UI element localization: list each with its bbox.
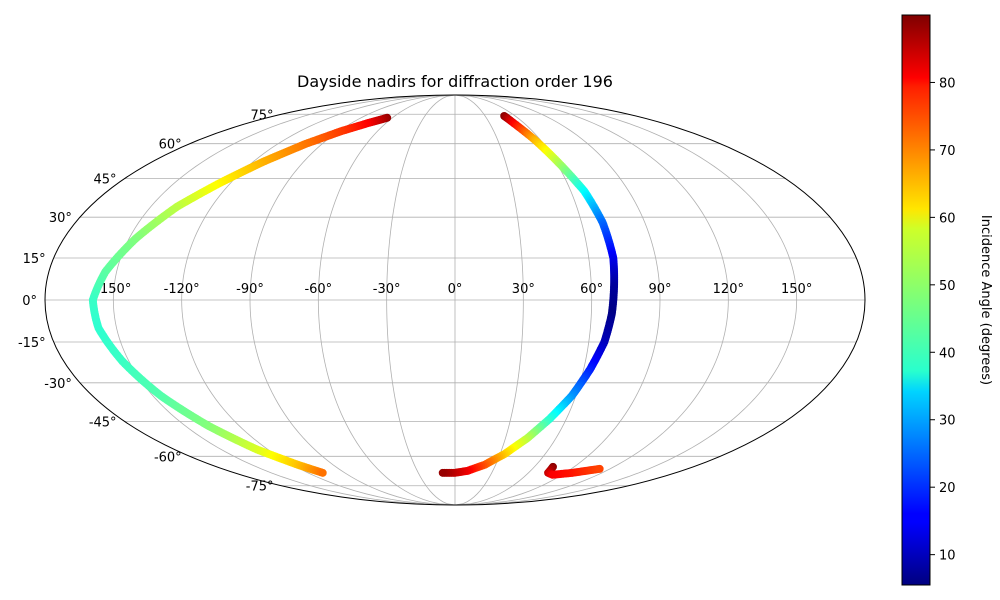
latitude-tick-labels: -75° -60° -45° -30° -15° 0° 15° 30° 45° 60° 75° <box>18 108 274 494</box>
lon-tick-label: 90° <box>648 282 671 297</box>
meridian-line <box>386 94 456 506</box>
colorbar-tick-label: 30 <box>939 414 956 429</box>
nadir-point <box>438 468 447 477</box>
map-boundary <box>44 94 866 506</box>
lat-tick-label: -75° <box>246 480 274 495</box>
meridian-line <box>454 94 661 506</box>
colorbar-tick-label: 80 <box>939 76 956 91</box>
colorbar-tick-label: 70 <box>939 144 956 159</box>
nadir-points <box>88 111 619 479</box>
lat-tick-label: -15° <box>18 336 46 351</box>
lat-tick-label: 15° <box>23 252 46 267</box>
lat-tick-label: -45° <box>89 415 117 430</box>
meridian-line <box>454 94 729 506</box>
map-grid <box>45 94 865 506</box>
meridian-line <box>317 94 456 506</box>
colorbar-tick-label: 10 <box>939 549 956 564</box>
colorbar-gradient <box>901 14 931 586</box>
meridian-line <box>454 94 798 506</box>
colorbar-label: Incidence Angle (degrees) <box>978 215 993 385</box>
lat-tick-label: 30° <box>49 211 72 226</box>
colorbar-tick-label: 50 <box>939 279 956 294</box>
colorbar-ticks: 10 20 30 40 50 60 70 80 <box>930 76 956 564</box>
lon-tick-label: -30° <box>373 282 401 297</box>
lon-tick-label: 120° <box>713 282 744 297</box>
colorbar-tick-label: 20 <box>939 481 956 496</box>
lon-tick-label: -120° <box>164 282 200 297</box>
colorbar-tick-label: 40 <box>939 346 956 361</box>
lon-tick-label: -60° <box>304 282 332 297</box>
nadir-point <box>318 468 327 477</box>
lon-tick-label: 30° <box>512 282 535 297</box>
lat-tick-label: 75° <box>250 108 273 123</box>
colorbar-tick-label: 60 <box>939 211 956 226</box>
lon-tick-label: 0° <box>448 282 463 297</box>
lon-tick-label: 60° <box>580 282 603 297</box>
lat-tick-label: 60° <box>159 138 182 153</box>
lon-tick-label: -90° <box>236 282 264 297</box>
meridian-line <box>249 94 456 506</box>
lat-tick-label: 45° <box>94 173 117 188</box>
colorbar: 10 20 30 40 50 60 70 80 Incidence Angle (degree… <box>901 14 993 586</box>
lat-tick-label: 0° <box>22 294 37 309</box>
lat-tick-label: -30° <box>44 377 72 392</box>
chart-title: Dayside nadirs for diffraction order 196 <box>297 72 613 91</box>
lon-tick-label: 150° <box>781 282 812 297</box>
lat-tick-label: -60° <box>154 450 182 465</box>
nadir-point <box>595 464 604 473</box>
longitude-tick-labels: -150° -120° -90° -60° -30° 0° 30° 60° 90° 120° 150… <box>95 282 812 297</box>
meridian-line <box>112 94 456 506</box>
lon-tick-label: -150° <box>95 282 131 297</box>
